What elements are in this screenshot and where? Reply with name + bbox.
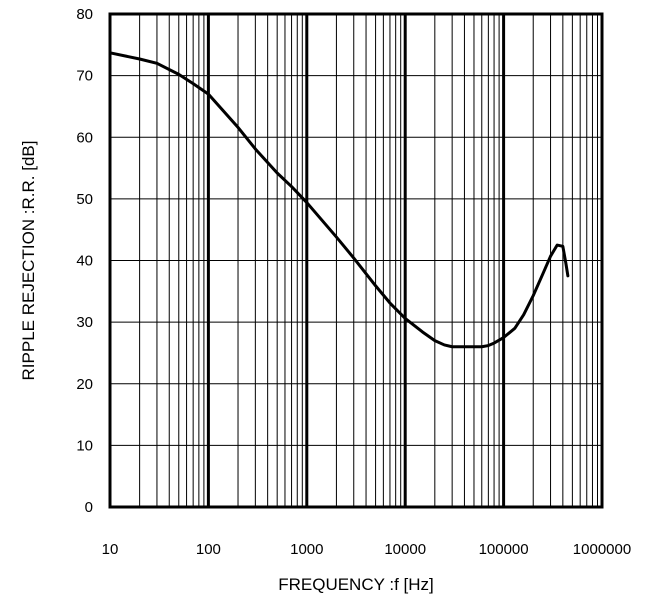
x-tick-label: 1000000: [573, 541, 631, 558]
y-tick-label: 40: [76, 253, 93, 270]
y-axis-label: RIPPLE REJECTION :R.R. [dB]: [19, 141, 38, 381]
y-tick-label: 0: [85, 499, 93, 516]
y-tick-label: 80: [76, 6, 93, 23]
y-tick-labels: 0 10 20 30 40 50 60 70 80: [76, 6, 93, 516]
series-line: [108, 51, 570, 349]
x-tick-label: 10000: [384, 541, 426, 558]
plot-frame: [108, 12, 604, 509]
x-tick-label: 100000: [479, 541, 529, 558]
y-tick-label: 30: [76, 314, 93, 331]
y-tick-label: 60: [76, 129, 93, 146]
x-tick-label: 100: [196, 541, 221, 558]
y-tick-label: 20: [76, 376, 93, 393]
y-tick-label: 50: [76, 191, 93, 208]
x-axis-label: FREQUENCY :f [Hz]: [278, 575, 434, 594]
y-tick-label: 70: [76, 68, 93, 85]
x-tick-labels: 10 100 1000 10000 100000 1000000: [102, 541, 632, 558]
x-tick-label: 1000: [290, 541, 323, 558]
grid-lines: [108, 13, 602, 508]
x-tick-label: 10: [102, 541, 119, 558]
y-tick-label: 10: [76, 437, 93, 454]
